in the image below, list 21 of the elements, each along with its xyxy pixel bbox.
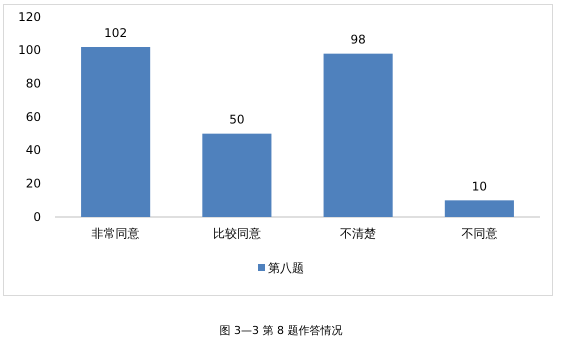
y-tick-label: 0 [33, 210, 41, 224]
bar [202, 134, 272, 217]
data-label: 10 [472, 179, 488, 194]
x-tick-label: 不同意 [461, 226, 498, 241]
y-tick-label: 120 [18, 10, 41, 24]
y-tick-label: 80 [26, 76, 41, 91]
data-label: 98 [350, 32, 366, 47]
x-tick-label: 比较同意 [212, 226, 261, 241]
y-tick-label: 20 [26, 176, 41, 191]
x-tick-label: 不清楚 [340, 226, 376, 241]
data-label: 50 [229, 112, 245, 127]
legend-label: 第八题 [268, 261, 304, 275]
caption: 图 3—3 第 8 题作答情况 [220, 324, 342, 337]
data-label: 102 [104, 26, 128, 40]
bar [81, 47, 150, 217]
x-tick-label: 非常同意 [92, 226, 140, 241]
y-tick-label: 60 [26, 110, 41, 124]
bar [324, 54, 393, 217]
y-tick-label: 100 [18, 43, 41, 58]
y-tick-label: 40 [26, 143, 41, 158]
bar [444, 200, 514, 217]
